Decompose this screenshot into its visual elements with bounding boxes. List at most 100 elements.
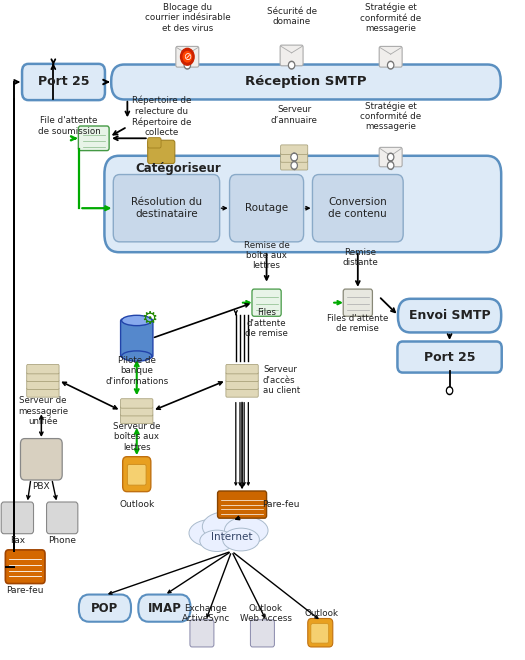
FancyBboxPatch shape: [123, 457, 151, 492]
Text: Exchange
ActiveSync: Exchange ActiveSync: [182, 604, 230, 623]
Text: Serveur de
boîtes aux
lettres: Serveur de boîtes aux lettres: [113, 422, 161, 451]
FancyBboxPatch shape: [226, 364, 258, 374]
FancyBboxPatch shape: [311, 624, 329, 643]
Circle shape: [292, 163, 296, 168]
FancyBboxPatch shape: [281, 145, 308, 154]
Ellipse shape: [223, 528, 259, 551]
FancyBboxPatch shape: [217, 491, 267, 518]
Circle shape: [292, 154, 296, 160]
Text: Port 25: Port 25: [424, 350, 475, 364]
FancyBboxPatch shape: [47, 502, 78, 534]
Text: Pilote de
banque
d'informations: Pilote de banque d'informations: [105, 356, 169, 385]
Text: Réception SMTP: Réception SMTP: [245, 75, 366, 88]
FancyBboxPatch shape: [148, 140, 175, 164]
FancyBboxPatch shape: [308, 618, 333, 647]
FancyBboxPatch shape: [22, 64, 105, 100]
FancyBboxPatch shape: [226, 372, 258, 381]
Text: POP: POP: [91, 602, 119, 614]
Text: Serveur de
messagerie
unifiée: Serveur de messagerie unifiée: [18, 397, 68, 426]
Text: IMAP: IMAP: [148, 602, 181, 614]
Text: Pare-feu: Pare-feu: [262, 500, 300, 509]
Circle shape: [288, 61, 295, 69]
FancyBboxPatch shape: [148, 138, 161, 148]
Text: Remise de
boîte aux
lettres: Remise de boîte aux lettres: [244, 240, 289, 271]
FancyBboxPatch shape: [312, 174, 403, 242]
Circle shape: [290, 63, 293, 67]
FancyBboxPatch shape: [27, 380, 59, 389]
Circle shape: [446, 387, 453, 395]
Text: Résolution du
destinataire: Résolution du destinataire: [131, 197, 202, 219]
Circle shape: [291, 153, 297, 161]
Circle shape: [291, 162, 297, 170]
Circle shape: [387, 153, 394, 161]
FancyBboxPatch shape: [280, 45, 303, 66]
Ellipse shape: [225, 517, 268, 544]
Ellipse shape: [202, 512, 250, 542]
Circle shape: [181, 48, 194, 65]
Circle shape: [387, 61, 394, 69]
FancyBboxPatch shape: [398, 299, 501, 333]
Text: Phone: Phone: [48, 537, 76, 545]
FancyBboxPatch shape: [226, 387, 258, 397]
Circle shape: [448, 388, 452, 393]
FancyBboxPatch shape: [5, 550, 45, 583]
FancyBboxPatch shape: [104, 156, 501, 252]
FancyBboxPatch shape: [226, 380, 258, 389]
FancyBboxPatch shape: [138, 595, 191, 622]
Ellipse shape: [200, 530, 234, 552]
Text: Remise
distante: Remise distante: [342, 248, 379, 267]
FancyBboxPatch shape: [229, 174, 303, 242]
Text: Files d'attente
de remise: Files d'attente de remise: [327, 314, 388, 333]
FancyBboxPatch shape: [121, 399, 153, 408]
FancyBboxPatch shape: [27, 364, 59, 374]
FancyBboxPatch shape: [281, 152, 308, 162]
Text: Stratégie et
conformité de
messagerie: Stratégie et conformité de messagerie: [360, 101, 421, 131]
FancyBboxPatch shape: [1, 502, 34, 534]
Text: Outlook: Outlook: [119, 500, 154, 509]
Ellipse shape: [122, 351, 152, 361]
FancyBboxPatch shape: [252, 289, 281, 316]
Text: Blocage du
courrier indésirable
et des virus: Blocage du courrier indésirable et des v…: [144, 3, 230, 33]
Text: Outlook: Outlook: [304, 609, 338, 618]
Ellipse shape: [189, 519, 233, 546]
Text: Envoi SMTP: Envoi SMTP: [409, 309, 490, 322]
Circle shape: [292, 154, 296, 160]
Text: Stratégie et
conformité de
messagerie: Stratégie et conformité de messagerie: [360, 3, 421, 33]
FancyBboxPatch shape: [121, 407, 153, 416]
Text: PBX: PBX: [33, 482, 50, 491]
Circle shape: [389, 154, 393, 160]
FancyBboxPatch shape: [190, 620, 214, 647]
Text: Catégoriseur: Catégoriseur: [135, 162, 222, 175]
Text: Routage: Routage: [245, 203, 288, 213]
Circle shape: [183, 51, 192, 62]
Text: Conversion
de contenu: Conversion de contenu: [329, 197, 387, 219]
Circle shape: [185, 63, 189, 67]
FancyBboxPatch shape: [113, 174, 219, 242]
FancyBboxPatch shape: [20, 439, 62, 480]
Circle shape: [389, 163, 393, 168]
FancyBboxPatch shape: [250, 620, 275, 647]
Text: Port 25: Port 25: [38, 75, 89, 88]
Ellipse shape: [122, 315, 152, 325]
Text: ⚙: ⚙: [142, 310, 158, 328]
Circle shape: [387, 162, 394, 170]
FancyBboxPatch shape: [27, 372, 59, 381]
Circle shape: [291, 153, 297, 161]
FancyBboxPatch shape: [111, 65, 501, 100]
Text: Internet: Internet: [211, 532, 253, 542]
FancyBboxPatch shape: [343, 289, 372, 316]
FancyBboxPatch shape: [27, 387, 59, 397]
Text: Répertoire de
relecture du
Répertoire de
collecte: Répertoire de relecture du Répertoire de…: [132, 96, 191, 137]
FancyBboxPatch shape: [397, 341, 502, 372]
FancyBboxPatch shape: [121, 319, 153, 357]
Text: Fax: Fax: [10, 537, 25, 545]
FancyBboxPatch shape: [128, 465, 146, 485]
FancyBboxPatch shape: [78, 126, 109, 150]
Circle shape: [389, 63, 393, 67]
FancyBboxPatch shape: [379, 46, 402, 67]
FancyBboxPatch shape: [176, 46, 199, 67]
Text: Files
d'attente
de remise: Files d'attente de remise: [245, 308, 288, 339]
Text: File d'attente
de soumission: File d'attente de soumission: [38, 116, 100, 136]
FancyBboxPatch shape: [79, 595, 131, 622]
Text: Outlook
Web Access: Outlook Web Access: [239, 604, 291, 623]
